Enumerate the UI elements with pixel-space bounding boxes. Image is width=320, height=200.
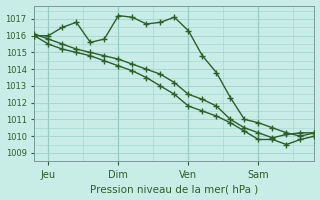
X-axis label: Pression niveau de la mer( hPa ): Pression niveau de la mer( hPa ) — [90, 184, 259, 194]
